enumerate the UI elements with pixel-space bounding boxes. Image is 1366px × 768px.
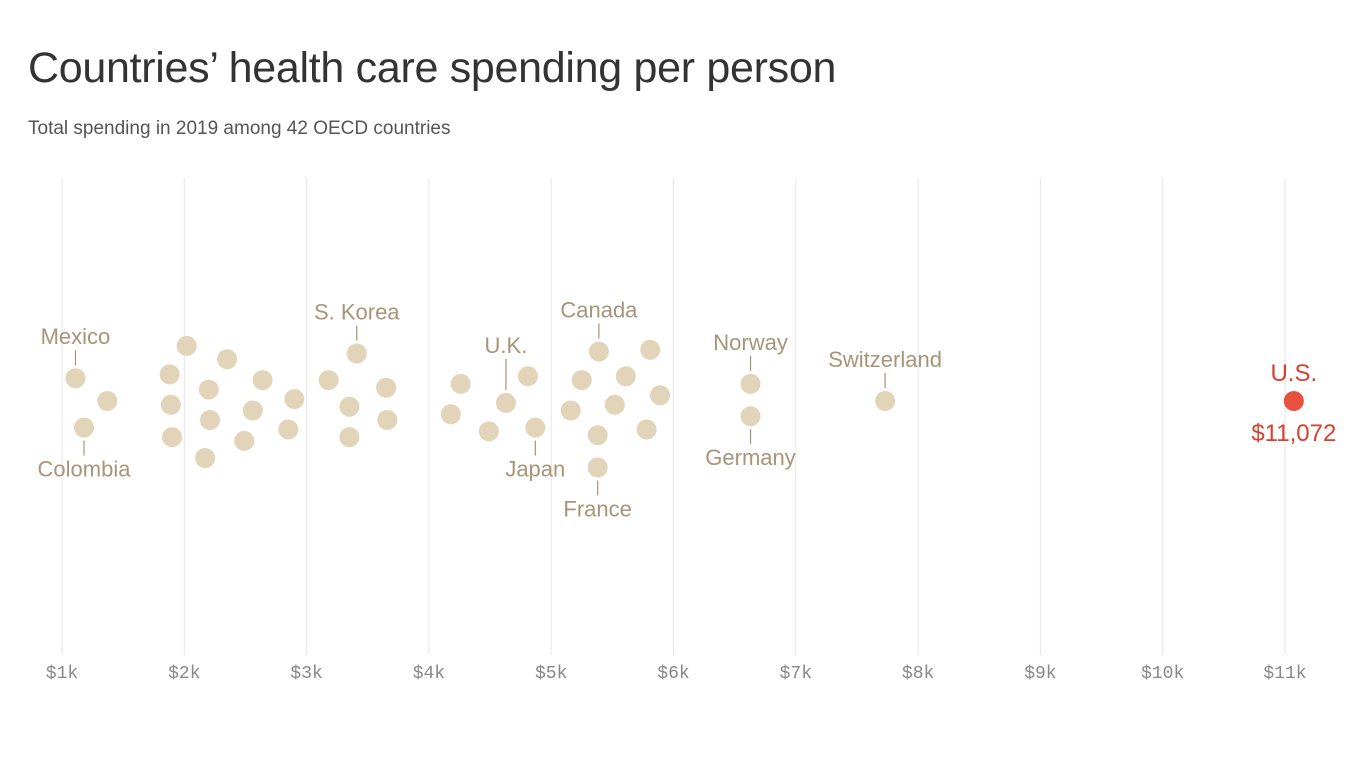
- x-tick-label: $4k: [413, 664, 445, 684]
- point-14: [252, 370, 273, 391]
- point-mexico: [65, 368, 86, 389]
- point-17: [318, 370, 339, 391]
- label-s-korea: S. Korea: [314, 300, 400, 325]
- point-31: [587, 425, 608, 446]
- point-22: [377, 410, 398, 430]
- point-s-korea: [346, 343, 367, 364]
- x-tick-label: $11k: [1263, 664, 1306, 684]
- point-27: [517, 366, 538, 387]
- point-25: [478, 421, 499, 442]
- point-23: [440, 404, 461, 425]
- point-10: [199, 410, 220, 430]
- x-tick-label: $9k: [1024, 664, 1056, 684]
- x-tick-label: $2k: [168, 664, 200, 684]
- x-tick-label: $8k: [902, 664, 934, 684]
- country-labels: Mexico Colombia S. Korea U.K. Japan France Can…: [38, 298, 1337, 522]
- value-label-u-s: $11,072: [1251, 420, 1336, 447]
- x-tick-label: $10k: [1141, 664, 1184, 684]
- point-34: [604, 394, 625, 415]
- label-u-s: U.S.: [1270, 360, 1317, 387]
- point-13: [242, 400, 263, 421]
- label-japan: Japan: [505, 457, 565, 482]
- point-11: [217, 349, 238, 370]
- point-canada: [588, 341, 609, 362]
- point-7: [176, 335, 197, 356]
- point-19: [339, 427, 360, 448]
- label-germany: Germany: [705, 445, 795, 470]
- label-colombia: Colombia: [38, 457, 132, 482]
- point-6: [162, 427, 183, 448]
- x-tick-label: $7k: [780, 664, 812, 684]
- point-9: [198, 379, 219, 400]
- point-36: [636, 419, 657, 440]
- label-mexico: Mexico: [41, 324, 111, 349]
- point-3: [97, 391, 118, 411]
- point-4: [159, 364, 180, 385]
- data-points: [65, 335, 1304, 478]
- point-12: [234, 430, 255, 451]
- point-29: [560, 400, 581, 421]
- point-japan: [525, 417, 546, 438]
- label-canada: Canada: [560, 298, 638, 323]
- point-colombia: [74, 417, 95, 438]
- point-u-k: [495, 392, 516, 413]
- x-tick-label: $5k: [535, 664, 567, 684]
- chart-title: Countries’ health care spending per pers…: [28, 44, 837, 92]
- x-axis-ticks: $1k $2k $3k $4k $5k $6k $7k $8k $9k $10k $11k: [46, 664, 1307, 684]
- label-leader-lines: [74, 323, 886, 496]
- label-u-k: U.K.: [485, 333, 528, 358]
- point-37: [640, 339, 661, 360]
- point-35: [615, 366, 636, 387]
- point-21: [376, 377, 397, 398]
- point-france: [587, 457, 608, 478]
- x-tick-label: $6k: [657, 664, 689, 684]
- point-18: [339, 396, 360, 417]
- point-16: [284, 389, 305, 410]
- point-8: [195, 448, 216, 468]
- label-norway: Norway: [713, 330, 788, 355]
- x-tick-label: $3k: [290, 664, 322, 684]
- point-germany: [740, 406, 761, 427]
- point-5: [160, 394, 181, 415]
- gridlines: [61, 178, 1286, 655]
- label-switzerland: Switzerland: [828, 347, 942, 372]
- point-norway: [740, 373, 761, 394]
- point-24: [450, 373, 471, 394]
- point-30: [571, 370, 592, 391]
- point-u-s: [1283, 391, 1304, 411]
- chart-subtitle: Total spending in 2019 among 42 OECD cou…: [28, 118, 451, 139]
- label-france: France: [563, 497, 631, 522]
- point-15: [278, 419, 299, 440]
- x-tick-label: $1k: [46, 664, 78, 684]
- point-38: [650, 385, 671, 406]
- point-switzerland: [875, 391, 896, 411]
